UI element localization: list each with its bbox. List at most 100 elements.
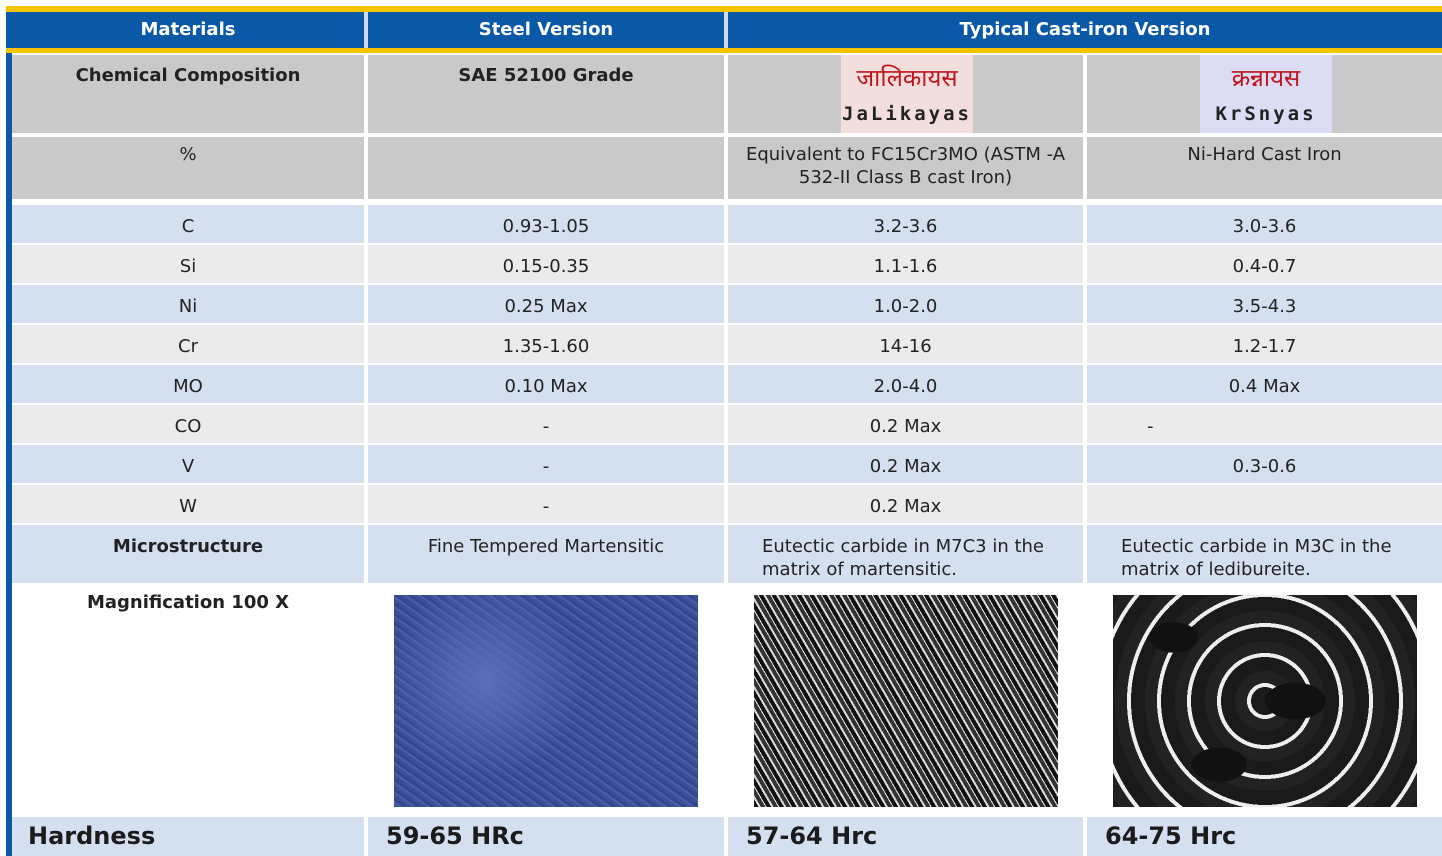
cell-bg — [12, 55, 364, 133]
cell-text: Ni — [178, 296, 198, 317]
header-divider — [364, 12, 368, 48]
cell-bg — [368, 405, 724, 443]
header-cast-iron: Typical Cast-iron Version — [959, 19, 1211, 40]
cell-text: 3.2-3.6 — [873, 216, 938, 237]
cell-bg — [368, 817, 724, 856]
cell-text: 14-16 — [879, 336, 932, 357]
left-border — [6, 53, 12, 856]
hardness-value: 64-75 Hrc — [1105, 822, 1237, 850]
cell-text: 0.2 Max — [869, 416, 942, 437]
cell-text: - — [542, 456, 550, 477]
micrograph — [754, 595, 1058, 807]
cell-bg — [12, 205, 364, 243]
cell-text: Equivalent to FC15Cr3MO (ASTM -A 532-II … — [745, 144, 1066, 188]
cell-bg — [12, 365, 364, 403]
cell-text: W — [179, 496, 197, 517]
cell-text: - — [542, 416, 550, 437]
top-rule — [6, 6, 1442, 12]
cell-bg — [12, 817, 364, 856]
cell-bg — [1087, 137, 1442, 199]
cell-text: 1.35-1.60 — [502, 336, 590, 357]
cell-bg — [1087, 205, 1442, 243]
cell-text: 0.15-0.35 — [502, 256, 590, 277]
cell-bg — [728, 245, 1083, 283]
cell-bg — [728, 485, 1083, 523]
header-steel: Steel Version — [478, 19, 614, 40]
cell-bg — [1087, 817, 1442, 856]
cell-bg — [12, 485, 364, 523]
cell-bg — [1087, 445, 1442, 483]
cell-text: 0.93-1.05 — [502, 216, 590, 237]
cell-bg — [728, 525, 1083, 583]
cell-bg — [728, 205, 1083, 243]
header-divider — [724, 12, 728, 48]
header-materials: Materials — [140, 19, 236, 40]
hardness-value: Hardness — [28, 822, 156, 850]
cell-bg — [12, 585, 364, 815]
cell-text: Chemical Composition — [75, 65, 301, 86]
cell-text: 1.1-1.6 — [873, 256, 938, 277]
logo — [1200, 55, 1332, 133]
cell-bg — [368, 525, 724, 583]
cell-bg — [728, 137, 1083, 199]
cell-bg — [1087, 365, 1442, 403]
cell-text: 1.0-2.0 — [873, 296, 938, 317]
cell-text: 0.25 Max — [504, 296, 588, 317]
cell-text: 0.4-0.7 — [1232, 256, 1297, 277]
cell-bg — [12, 245, 364, 283]
cell-bg — [12, 405, 364, 443]
cell-text: 0.10 Max — [504, 376, 588, 397]
cell-bg — [1087, 525, 1442, 583]
logo — [841, 55, 973, 133]
cell-bg — [368, 245, 724, 283]
cell-text: - — [1147, 416, 1154, 437]
cell-bg — [1087, 405, 1442, 443]
hardness-value: 57-64 Hrc — [746, 822, 878, 850]
cell-bg — [12, 525, 364, 583]
cell-bg — [728, 325, 1083, 363]
cell-bg — [1087, 485, 1442, 523]
cell-bg — [1087, 245, 1442, 283]
cell-text: - — [542, 496, 550, 517]
cell-text: C — [181, 216, 195, 237]
cell-bg — [368, 365, 724, 403]
micrograph — [394, 595, 698, 807]
cell-bg — [368, 485, 724, 523]
cell-bg — [12, 445, 364, 483]
logo-script: क्रन्नायस — [1231, 64, 1301, 92]
header-rule — [6, 48, 1442, 53]
cell-text: SAE 52100 Grade — [458, 65, 634, 86]
cell-text: Fine Tempered Martensitic — [427, 536, 665, 557]
cell-bg — [728, 365, 1083, 403]
cell-text: Si — [179, 256, 197, 277]
cell-text: Ni-Hard Cast Iron — [1187, 144, 1342, 165]
cell-text: 3.0-3.6 — [1232, 216, 1297, 237]
cell-bg — [728, 285, 1083, 323]
cell-text: 3.5-4.3 — [1232, 296, 1297, 317]
cell-bg — [12, 325, 364, 363]
cell-text: % — [179, 144, 197, 165]
cell-text: Cr — [178, 336, 198, 357]
cell-bg — [728, 445, 1083, 483]
hardness-value: 59-65 HRc — [386, 822, 524, 850]
cell-text: Eutectic carbide in M7C3 in the matrix o… — [762, 536, 1044, 580]
cell-text: 0.3-0.6 — [1232, 456, 1297, 477]
cell-text: 0.4 Max — [1228, 376, 1301, 397]
cell-text: 0.2 Max — [869, 456, 942, 477]
cell-bg — [368, 55, 724, 133]
cell-text: 2.0-4.0 — [873, 376, 938, 397]
cell-bg — [12, 285, 364, 323]
cell-text: Magnification 100 X — [86, 592, 290, 613]
cell-bg — [728, 817, 1083, 856]
micrograph — [1113, 595, 1417, 807]
logo-latin: JaLikayas — [842, 103, 972, 125]
cell-bg — [368, 325, 724, 363]
logo-latin: KrSnyas — [1215, 103, 1317, 125]
cell-bg — [728, 405, 1083, 443]
cell-bg — [368, 285, 724, 323]
cell-text: Microstructure — [112, 536, 264, 557]
cell-bg — [1087, 325, 1442, 363]
cell-text: MO — [173, 376, 203, 397]
logo-script: जालिकायस — [856, 64, 958, 92]
cell-text: 1.2-1.7 — [1232, 336, 1297, 357]
